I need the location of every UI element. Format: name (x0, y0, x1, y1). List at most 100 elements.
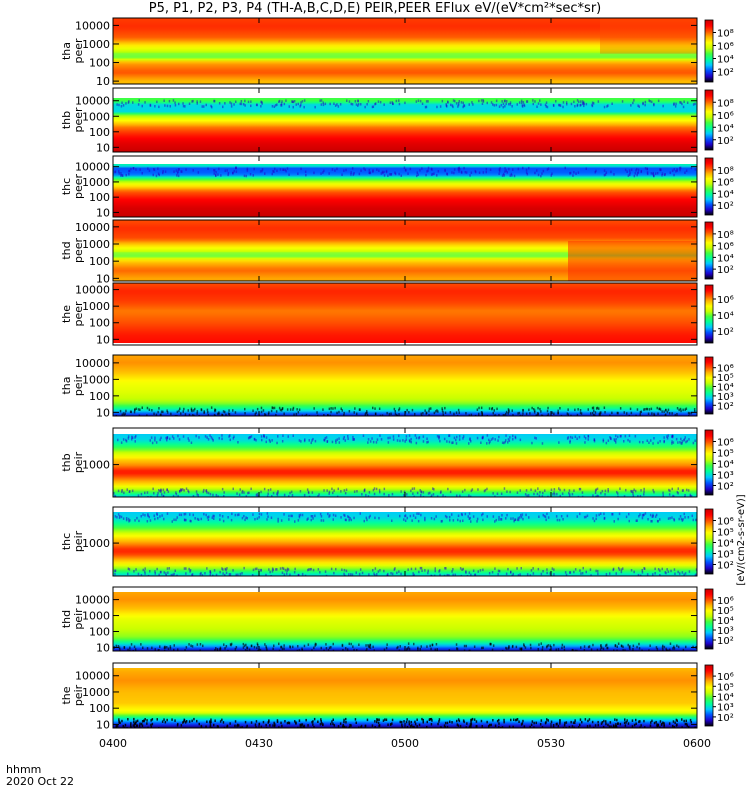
y-tick-label: 10 (96, 141, 110, 154)
colorbar (704, 89, 714, 151)
colorbar (704, 157, 714, 216)
y-tick-label: 10 (96, 272, 110, 285)
colorbar-tick-label: 10² (717, 136, 734, 147)
y-tick-label: 1000 (82, 537, 110, 550)
colorbar (704, 221, 714, 280)
heatmap-texture (115, 406, 697, 416)
heatmap-texture (116, 99, 696, 109)
y-tick-label: 1000 (82, 110, 110, 123)
colorbar-tick-label: 10⁴ (717, 253, 734, 264)
heatmap-field (113, 668, 697, 728)
colorbar-tick-label: 10⁵ (717, 373, 734, 384)
heatmap-field (113, 355, 697, 416)
colorbar-tick-label: 10⁶ (717, 672, 734, 683)
colorbar-tick-label: 10⁴ (717, 616, 734, 627)
colorbar-tick-label: 10⁵ (717, 528, 734, 539)
heatmap-field (113, 512, 697, 576)
y-tick-label: 10000 (75, 221, 110, 234)
heatmap-texture (113, 240, 697, 281)
panel-tha_peer: 10 100 1000 10000 thapeer 10² 10⁴ 10⁶ 10⁸ (60, 17, 734, 88)
date-label: 2020 Oct 22 (6, 775, 75, 788)
heatmap-field (113, 18, 697, 84)
colorbar-tick-label: 10⁴ (717, 55, 734, 66)
y-axis-label: thdpeer (60, 238, 85, 264)
y-tick-label: 100 (89, 702, 110, 715)
heatmap-texture (113, 434, 697, 497)
colorbar-tick-label: 10² (717, 561, 734, 572)
colorbar (704, 664, 714, 727)
colorbar (704, 429, 714, 496)
colorbar-tick-label: 10³ (717, 550, 734, 561)
y-tick-label: 100 (89, 255, 110, 268)
colorbar-tick-label: 10⁶ (717, 517, 734, 528)
y-tick-label: 1000 (82, 373, 110, 386)
y-tick-label: 10 (96, 75, 110, 88)
colorbar-tick-label: 10⁴ (717, 460, 734, 471)
heatmap-field (113, 434, 697, 497)
step-region (568, 240, 697, 281)
colorbar-tick-label: 10⁶ (717, 42, 734, 53)
colorbar (704, 19, 714, 83)
y-tick-label: 1000 (82, 686, 110, 699)
enhancement-region (600, 18, 697, 54)
colorbar-tick-label: 10⁵ (717, 449, 734, 460)
y-tick-label: 1000 (82, 176, 110, 189)
colorbar-tick-label: 10⁴ (717, 311, 734, 322)
y-axis-label: thcpeir (60, 530, 85, 552)
y-axis-label: thepeer (60, 301, 85, 327)
y-axis-label: thapeir (60, 374, 85, 396)
colorbar-tick-label: 10⁶ (717, 178, 734, 189)
colorbar-tick-label: 10² (717, 201, 734, 212)
y-tick-label: 10000 (75, 95, 110, 108)
y-tick-label: 100 (89, 390, 110, 403)
colorbar-tick-label: 10² (717, 713, 734, 724)
colorbar (704, 508, 714, 575)
colorbar-tick-label: 10³ (717, 703, 734, 714)
heatmap-texture (115, 717, 696, 728)
y-tick-label: 10000 (75, 670, 110, 683)
y-tick-label: 1000 (82, 459, 110, 472)
colorbar-unit-label: [eV/(cm2-s-sr-eV)] (736, 494, 747, 585)
colorbar-tick-label: 10² (717, 482, 734, 493)
heatmap-field (113, 592, 697, 651)
heatmap-field (113, 98, 697, 152)
y-axis-label: thepeir (60, 684, 85, 706)
heatmap-texture (114, 166, 697, 178)
y-tick-label: 1000 (82, 38, 110, 51)
y-tick-label: 100 (89, 626, 110, 639)
colorbar-tick-label: 10⁸ (717, 29, 734, 40)
y-tick-label: 10000 (75, 19, 110, 32)
time-format-label: hhmm (6, 763, 42, 776)
y-axis-label: thdpeir (60, 608, 85, 630)
colorbar-tick-label: 10⁴ (717, 693, 734, 704)
heatmap-texture (114, 512, 697, 576)
colorbar-tick-label: 10² (717, 265, 734, 276)
y-tick-label: 10 (96, 333, 110, 346)
y-axis-label: thcpeer (60, 174, 85, 200)
colorbar-tick-label: 10² (717, 327, 734, 338)
colorbar-tick-label: 10⁶ (717, 111, 734, 122)
colorbar-tick-label: 10⁴ (717, 539, 734, 550)
colorbar-tick-label: 10³ (717, 626, 734, 637)
x-tick-label: 0600 (683, 737, 711, 750)
heatmap-field (113, 283, 697, 343)
colorbar (704, 284, 714, 344)
colorbar-tick-label: 10⁵ (717, 682, 734, 693)
y-tick-label: 10000 (75, 357, 110, 370)
y-tick-label: 100 (89, 126, 110, 139)
x-tick-label: 0500 (391, 737, 419, 750)
y-tick-label: 10000 (75, 594, 110, 607)
colorbar-tick-label: 10⁶ (717, 438, 734, 449)
colorbar-tick-label: 10² (717, 68, 734, 79)
y-axis-label: thbpeer (60, 107, 85, 133)
colorbar-tick-label: 10⁶ (717, 295, 734, 306)
colorbar-tick-label: 10⁶ (717, 364, 734, 375)
y-axis-label: thbpeir (60, 451, 85, 473)
y-tick-label: 1000 (82, 610, 110, 623)
